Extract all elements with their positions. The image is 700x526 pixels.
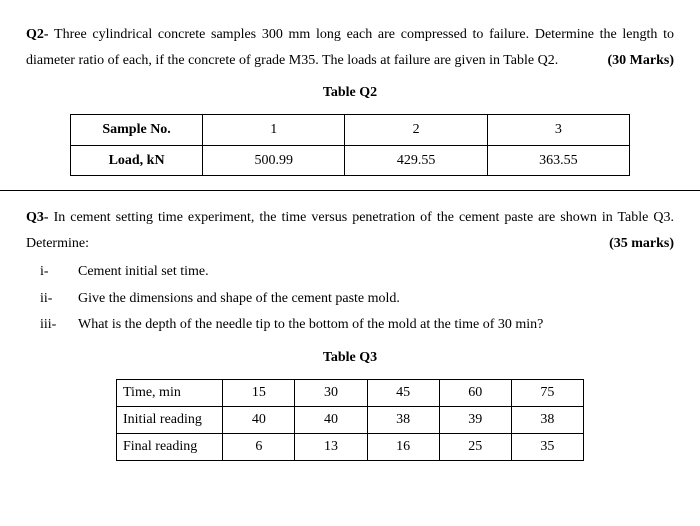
- q2-marks: (30 Marks): [608, 48, 675, 74]
- q3-r0c1: 30: [295, 379, 367, 406]
- q3-text: In cement setting time experiment, the t…: [26, 210, 674, 251]
- q3-r0c3: 60: [439, 379, 511, 406]
- q3-r1c4: 38: [511, 406, 583, 433]
- list-item: iii- What is the depth of the needle tip…: [40, 312, 674, 339]
- q3-item-text-1: Cement initial set time.: [78, 259, 209, 286]
- q3-marks: (35 marks): [609, 231, 674, 257]
- q2-rowheader-sample: Sample No.: [71, 114, 203, 145]
- q3-item-text-3: What is the depth of the needle tip to t…: [78, 312, 543, 339]
- list-item: ii- Give the dimensions and shape of the…: [40, 286, 674, 313]
- q3-item-num-1: i-: [40, 259, 78, 286]
- list-item: i- Cement initial set time.: [40, 259, 674, 286]
- table-row: Load, kN 500.99 429.55 363.55: [71, 145, 630, 176]
- q3-r2c0: 6: [223, 433, 295, 460]
- q3-text-wrap: Q3- In cement setting time experiment, t…: [26, 205, 674, 257]
- q3-row1-label: Initial reading: [117, 406, 223, 433]
- q3-r2c4: 35: [511, 433, 583, 460]
- q3-r0c4: 75: [511, 379, 583, 406]
- table-row: Sample No. 1 2 3: [71, 114, 630, 145]
- q2-table-title: Table Q2: [26, 80, 674, 106]
- q2-block: Q2- Three cylindrical concrete samples 3…: [26, 22, 674, 176]
- table-row: Time, min 15 30 45 60 75: [117, 379, 584, 406]
- q3-r1c0: 40: [223, 406, 295, 433]
- q3-r2c2: 16: [367, 433, 439, 460]
- q3-r0c2: 45: [367, 379, 439, 406]
- table-row: Final reading 6 13 16 25 35: [117, 433, 584, 460]
- q2-col-1: 1: [203, 114, 345, 145]
- q3-item-num-3: iii-: [40, 312, 78, 339]
- q3-item-text-2: Give the dimensions and shape of the cem…: [78, 286, 400, 313]
- q2-text: Three cylindrical concrete samples 300 m…: [26, 27, 674, 68]
- q3-r1c3: 39: [439, 406, 511, 433]
- q2-label: Q2-: [26, 27, 49, 42]
- q2-text-wrap: Q2- Three cylindrical concrete samples 3…: [26, 22, 674, 74]
- table-row: Initial reading 40 40 38 39 38: [117, 406, 584, 433]
- q3-table-title: Table Q3: [26, 345, 674, 371]
- q3-r0c0: 15: [223, 379, 295, 406]
- q3-table: Time, min 15 30 45 60 75 Initial reading…: [116, 379, 584, 461]
- q3-list: i- Cement initial set time. ii- Give the…: [40, 259, 674, 339]
- q3-item-num-2: ii-: [40, 286, 78, 313]
- q3-label: Q3-: [26, 210, 49, 225]
- divider: [0, 190, 700, 191]
- q2-table: Sample No. 1 2 3 Load, kN 500.99 429.55 …: [70, 114, 630, 177]
- q3-row2-label: Final reading: [117, 433, 223, 460]
- q3-r1c2: 38: [367, 406, 439, 433]
- q3-block: Q3- In cement setting time experiment, t…: [26, 205, 674, 460]
- q3-r2c1: 13: [295, 433, 367, 460]
- q2-col-3: 3: [487, 114, 629, 145]
- q2-col-2: 2: [345, 114, 487, 145]
- q3-r2c3: 25: [439, 433, 511, 460]
- q3-r1c1: 40: [295, 406, 367, 433]
- q2-val-1: 500.99: [203, 145, 345, 176]
- q2-val-2: 429.55: [345, 145, 487, 176]
- q2-rowheader-load: Load, kN: [71, 145, 203, 176]
- q2-val-3: 363.55: [487, 145, 629, 176]
- q3-row0-label: Time, min: [117, 379, 223, 406]
